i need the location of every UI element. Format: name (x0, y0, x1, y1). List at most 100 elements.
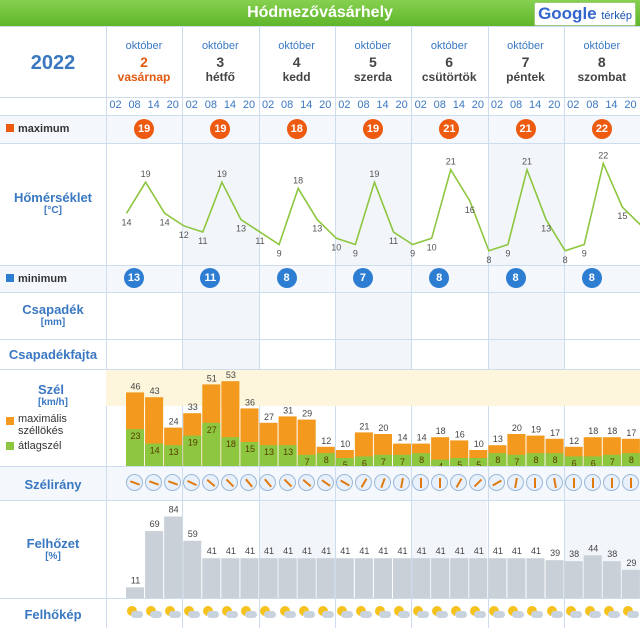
temperature-value-label: 11 (389, 236, 398, 246)
temperature-value-label: 21 (522, 157, 532, 167)
cloud-shape (626, 611, 639, 618)
hour-label: 08 (128, 99, 141, 111)
cloud-value-label: 41 (302, 546, 312, 556)
day-month: október (430, 40, 468, 52)
gust-value-label: 21 (359, 421, 369, 431)
temperature-value-label: 11 (198, 236, 207, 246)
cloud-value-label: 41 (493, 546, 503, 556)
avg-wind-bar (564, 456, 583, 466)
avg-wind-bar (164, 445, 183, 466)
wind-arrow (302, 479, 312, 487)
cloud-bar (583, 555, 602, 598)
partly-cloudy-icon (355, 605, 373, 621)
partly-cloudy-icon (240, 605, 258, 621)
avg-wind-bar (545, 453, 564, 466)
cloud-value-label: 69 (150, 519, 160, 529)
wind-direction-icon (488, 474, 506, 491)
hour-label: 08 (509, 99, 523, 111)
cloud-value-label: 41 (359, 546, 369, 556)
maximum-label: maximum (6, 123, 112, 135)
cloud-value-label: 41 (245, 546, 255, 556)
partly-cloudy-icon (546, 605, 564, 621)
precip-label: Csapadék [mm] (22, 302, 84, 328)
shaded-day-column (182, 292, 259, 370)
row-divider (0, 265, 640, 266)
temperature-value-label: 19 (141, 169, 151, 179)
row-divider (0, 466, 640, 467)
wind-direction-icon (602, 474, 620, 491)
day-header: október 7 péntek (488, 40, 564, 84)
cloud-value-label: 41 (455, 546, 465, 556)
wind-direction-icon (335, 474, 353, 491)
wind-arrow (492, 479, 503, 487)
avg-wind-bar (526, 453, 545, 466)
cloud-bar (488, 558, 507, 598)
avg-wind-bar (240, 442, 259, 466)
hour-label: 20 (166, 99, 179, 111)
gust-value-label: 33 (188, 402, 198, 412)
cloud-shape (512, 611, 525, 618)
day-divider (258, 26, 260, 628)
partly-cloudy-icon (469, 605, 487, 621)
year-label: 2022 (30, 52, 76, 74)
minimum-legend-icon (6, 274, 14, 282)
wind-arrow (439, 478, 442, 488)
temperature-value-label: 19 (217, 169, 227, 179)
row-divider (0, 369, 640, 370)
temperature-value-label: 21 (446, 157, 456, 167)
temperature-value-label: 13 (541, 224, 551, 234)
shaded-day-column (182, 143, 259, 265)
avg-wind-value-label: 7 (400, 457, 405, 466)
day-divider (182, 26, 184, 628)
gust-value-label: 14 (398, 433, 408, 443)
avg-wind-value-label: 6 (572, 458, 577, 466)
cloud-bar (354, 558, 373, 598)
hour-label: 02 (109, 99, 122, 111)
cloud-value-label: 41 (512, 546, 522, 556)
hour-label: 08 (357, 99, 370, 111)
row-divider (0, 143, 640, 144)
cloud-shape (417, 611, 430, 618)
day-header: október 2 vasárnap (106, 40, 182, 84)
cloud-shape (264, 611, 277, 618)
day-divider (563, 26, 565, 628)
cloud-value-label: 59 (188, 529, 198, 539)
title-bar: Hódmezővásárhely Google térkép (0, 0, 640, 26)
cloud-shape (131, 611, 143, 618)
wind-direction-icon (221, 474, 239, 491)
avg-wind-value-label: 6 (362, 458, 367, 466)
gust-value-label: 18 (588, 426, 598, 436)
max-temp-badge: 22 (591, 119, 612, 139)
day-weekday: vasárnap (117, 70, 171, 84)
partly-cloudy-icon (603, 605, 621, 621)
avg-legend: átlagszél (6, 440, 106, 452)
avg-wind-bar (621, 453, 640, 466)
gust-value-label: 14 (417, 433, 427, 443)
hour-label: 20 (242, 99, 256, 111)
avg-wind-value-label: 13 (169, 447, 179, 457)
cloud-shape (378, 611, 391, 618)
day-weekday: csütörtök (421, 70, 477, 84)
temperature-value-label: 12 (179, 230, 189, 240)
avg-wind-bar (278, 445, 297, 466)
cloud-shape (169, 611, 182, 618)
wind-chart: 4623431424133319512753183615271331132971… (126, 370, 640, 466)
wind-arrow (360, 478, 368, 488)
page-title: Hódmezővásárhely (247, 4, 393, 21)
temperature-value-label: 10 (427, 242, 437, 252)
wind-direction-icon (373, 474, 391, 491)
google-map-button[interactable]: Google térkép (534, 2, 636, 26)
row-divider (0, 339, 640, 340)
avg-wind-bar (126, 429, 145, 466)
temperature-value-label: 19 (369, 169, 379, 179)
cloud-value-label: 39 (550, 548, 560, 558)
partly-cloudy-icon (279, 605, 297, 621)
cloud-value-label: 41 (474, 546, 484, 556)
avg-wind-value-label: 7 (514, 457, 519, 466)
partly-cloudy-icon (565, 605, 583, 621)
avg-wind-value-label: 18 (226, 439, 236, 449)
cloud-bar (145, 531, 164, 598)
partly-cloudy-icon (336, 605, 354, 621)
wind-arrow (420, 478, 423, 488)
cloud-shape (474, 611, 487, 618)
